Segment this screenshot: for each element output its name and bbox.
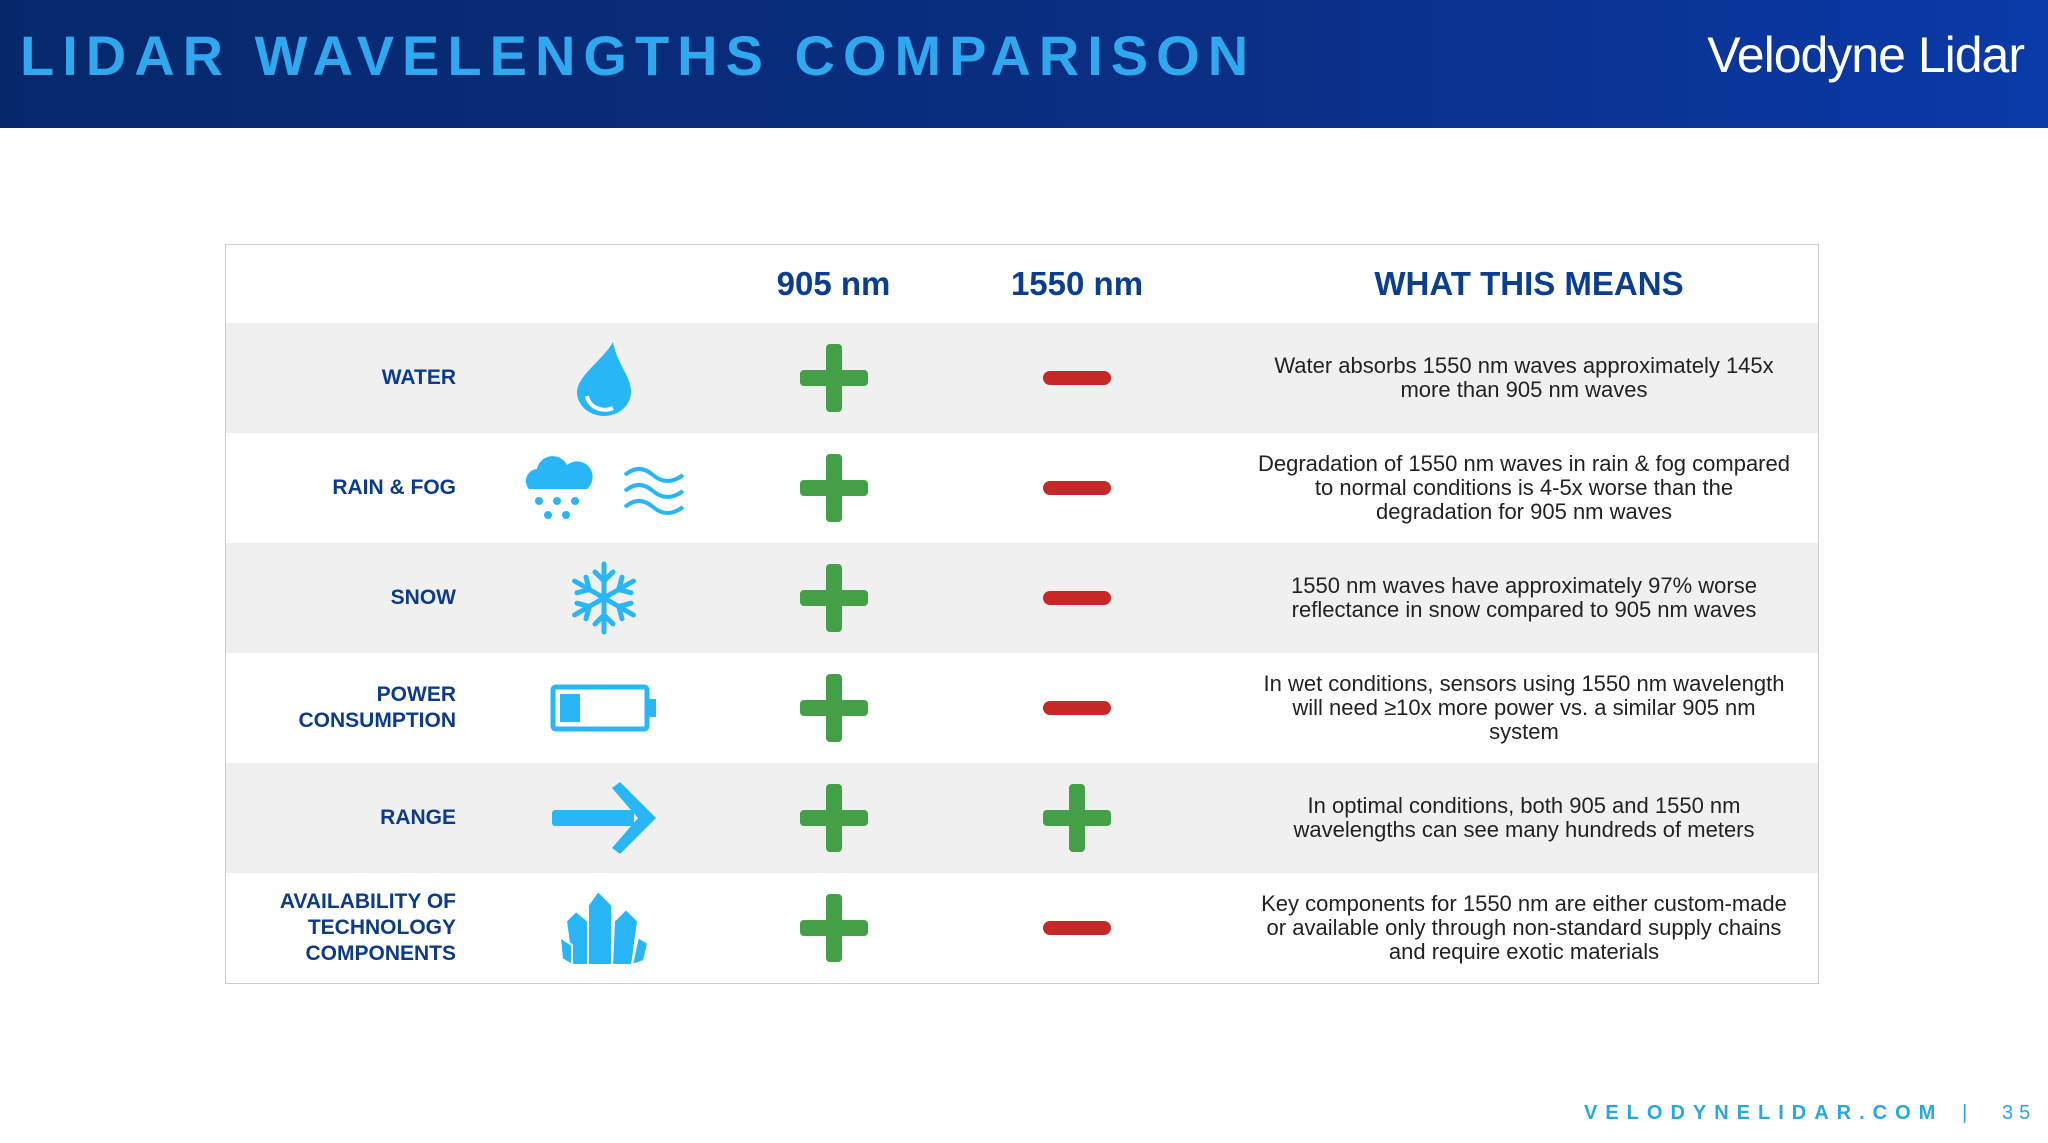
header-bar: LIDAR WAVELENGTHS COMPARISON Velodyne Li… [0,0,2048,128]
header-row: 905 nm 1550 nm WHAT THIS MEANS [226,245,1818,323]
logo: Velodyne Lidar [1707,27,2025,83]
column-header: 1550 nm [1010,265,1144,302]
description: In wet conditions, sensors using 1550 nm… [1263,671,1785,744]
plus [799,344,868,412]
title: LIDAR WAVELENGTHS COMPARISON [20,24,1257,87]
minus [1043,921,1111,935]
plus [799,454,868,522]
minus [1043,701,1111,715]
footer-separator: | [1962,1102,1968,1124]
minus [1043,371,1111,385]
description: Degradation of 1550 nm waves in rain & f… [1258,451,1790,524]
row: AVAILABILITY OF TECHNOLOGY COMPONENTS Ke… [226,873,1818,983]
row-label: SNOW [390,586,456,609]
plus [1043,784,1111,852]
comparison-table: 905 nm 1550 nm WHAT THIS MEANS WATER Wat… [225,244,1819,984]
rain-fog-icon [525,456,684,519]
description: Water absorbs 1550 nm waves approximatel… [1274,353,1774,402]
minus [1043,591,1111,605]
row: SNOW 1550 nm waves have approximately 97… [226,543,1818,653]
plus [799,674,868,742]
row-label: AVAILABILITY OF TECHNOLOGY COMPONENTS [279,890,456,965]
water-icon [576,342,631,416]
plus [799,564,868,632]
row: WATER Water absorbs 1550 nm waves approx… [226,323,1818,433]
column-header: 905 nm [776,265,891,302]
arrow-icon [551,782,656,854]
plus [799,894,868,962]
row: POWER CONSUMPTION In wet conditions, sen… [226,653,1818,763]
description: In optimal conditions, both 905 and 1550… [1293,793,1755,842]
footer-site: VELODYNELIDAR.COM [1584,1102,1944,1124]
column-header: WHAT THIS MEANS [1374,265,1684,302]
crystal-icon [558,889,649,967]
row: RAIN & FOG Degradation of 1550 nm waves … [226,433,1818,543]
snow-icon [567,561,641,635]
page-number: 35 [2002,1102,2037,1124]
description: Key components for 1550 nm are either cu… [1261,891,1787,964]
row-label: RANGE [380,806,456,829]
row: RANGE In optimal conditions, both 905 an… [226,763,1818,873]
battery-icon [550,684,656,732]
minus [1043,481,1111,495]
row-label: WATER [381,366,456,389]
description: 1550 nm waves have approximately 97% wor… [1291,573,1757,622]
row-label: RAIN & FOG [332,476,456,499]
plus [799,784,868,852]
row-label: POWER CONSUMPTION [298,683,457,732]
